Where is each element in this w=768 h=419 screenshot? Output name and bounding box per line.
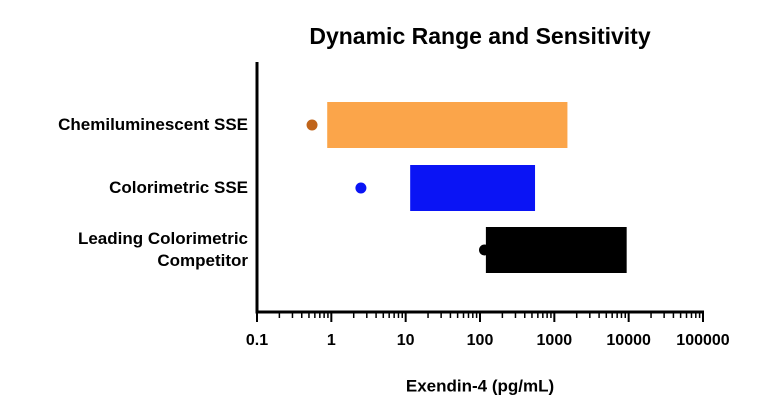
y-category-label: Chemiluminescent SSE [58, 115, 248, 134]
x-tick-label: 1000 [537, 332, 573, 349]
sensitivity-dot [355, 182, 367, 194]
sensitivity-dot [306, 119, 318, 131]
x-tick-label: 10000 [606, 332, 651, 349]
x-tick-label: 1 [327, 332, 336, 349]
range-bar [410, 165, 536, 211]
range-bar [327, 102, 568, 148]
x-tick-label: 100000 [676, 332, 729, 349]
x-tick-label: 10 [397, 332, 415, 349]
chart-title: Dynamic Range and Sensitivity [309, 23, 650, 49]
range-bar [485, 227, 627, 273]
y-category-label: Colorimetric SSE [109, 178, 248, 197]
sensitivity-dot [479, 244, 491, 256]
x-axis-title: Exendin-4 (pg/mL) [406, 376, 554, 395]
x-tick-label: 0.1 [246, 332, 268, 349]
x-tick-label: 100 [467, 332, 494, 349]
y-category-label: Leading Colorimetric Competitor [77, 229, 248, 270]
